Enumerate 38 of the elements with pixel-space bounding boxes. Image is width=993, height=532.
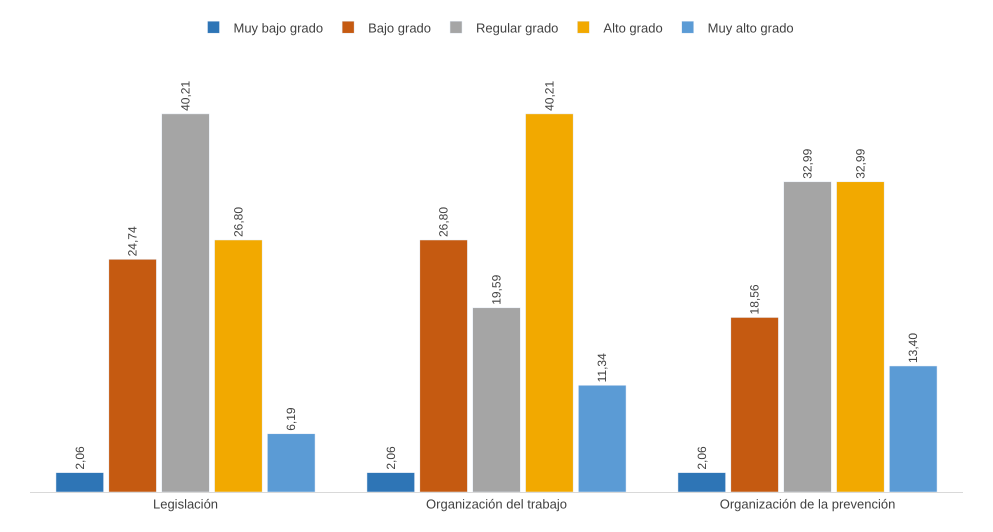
data-label: 18,56 xyxy=(748,284,762,314)
bar xyxy=(472,308,521,492)
data-label: 24,74 xyxy=(126,226,140,256)
data-label: 32,99 xyxy=(853,148,868,179)
data-label: 13,40 xyxy=(906,332,920,363)
bar xyxy=(108,259,157,492)
bar xyxy=(678,472,726,492)
data-label: 2,06 xyxy=(694,446,709,470)
bar xyxy=(783,182,832,492)
legend-label: Muy alto grado xyxy=(708,20,794,36)
bar xyxy=(161,114,210,492)
x-tick-label: Legislación xyxy=(152,496,218,512)
data-label: 26,80 xyxy=(436,206,451,237)
bar xyxy=(366,472,415,492)
data-label: 6,19 xyxy=(284,407,298,431)
x-tick-label: Organización del trabajo xyxy=(426,496,567,512)
legend-label: Regular grado xyxy=(476,20,558,36)
legend-label: Alto grado xyxy=(603,20,663,36)
data-label: 26,80 xyxy=(231,206,246,237)
data-label: 32,99 xyxy=(800,148,814,179)
bar xyxy=(889,366,938,492)
legend-label: Muy bajo grado xyxy=(234,20,324,36)
bar xyxy=(836,182,884,492)
bar xyxy=(578,385,626,492)
bar xyxy=(525,114,574,492)
data-label: 2,06 xyxy=(72,446,87,470)
data-label: 40,21 xyxy=(178,80,192,111)
bar xyxy=(730,317,779,492)
bar xyxy=(420,240,468,492)
x-tick-label: Organización de la prevención xyxy=(720,496,896,512)
legend-label: Bajo grado xyxy=(368,20,432,36)
data-label: 19,59 xyxy=(490,274,504,305)
data-label: 40,21 xyxy=(542,80,556,111)
bar xyxy=(56,472,104,492)
bar xyxy=(267,434,316,492)
data-label: 2,06 xyxy=(384,446,398,470)
bar xyxy=(214,240,262,492)
data-label: 11,34 xyxy=(595,352,610,382)
